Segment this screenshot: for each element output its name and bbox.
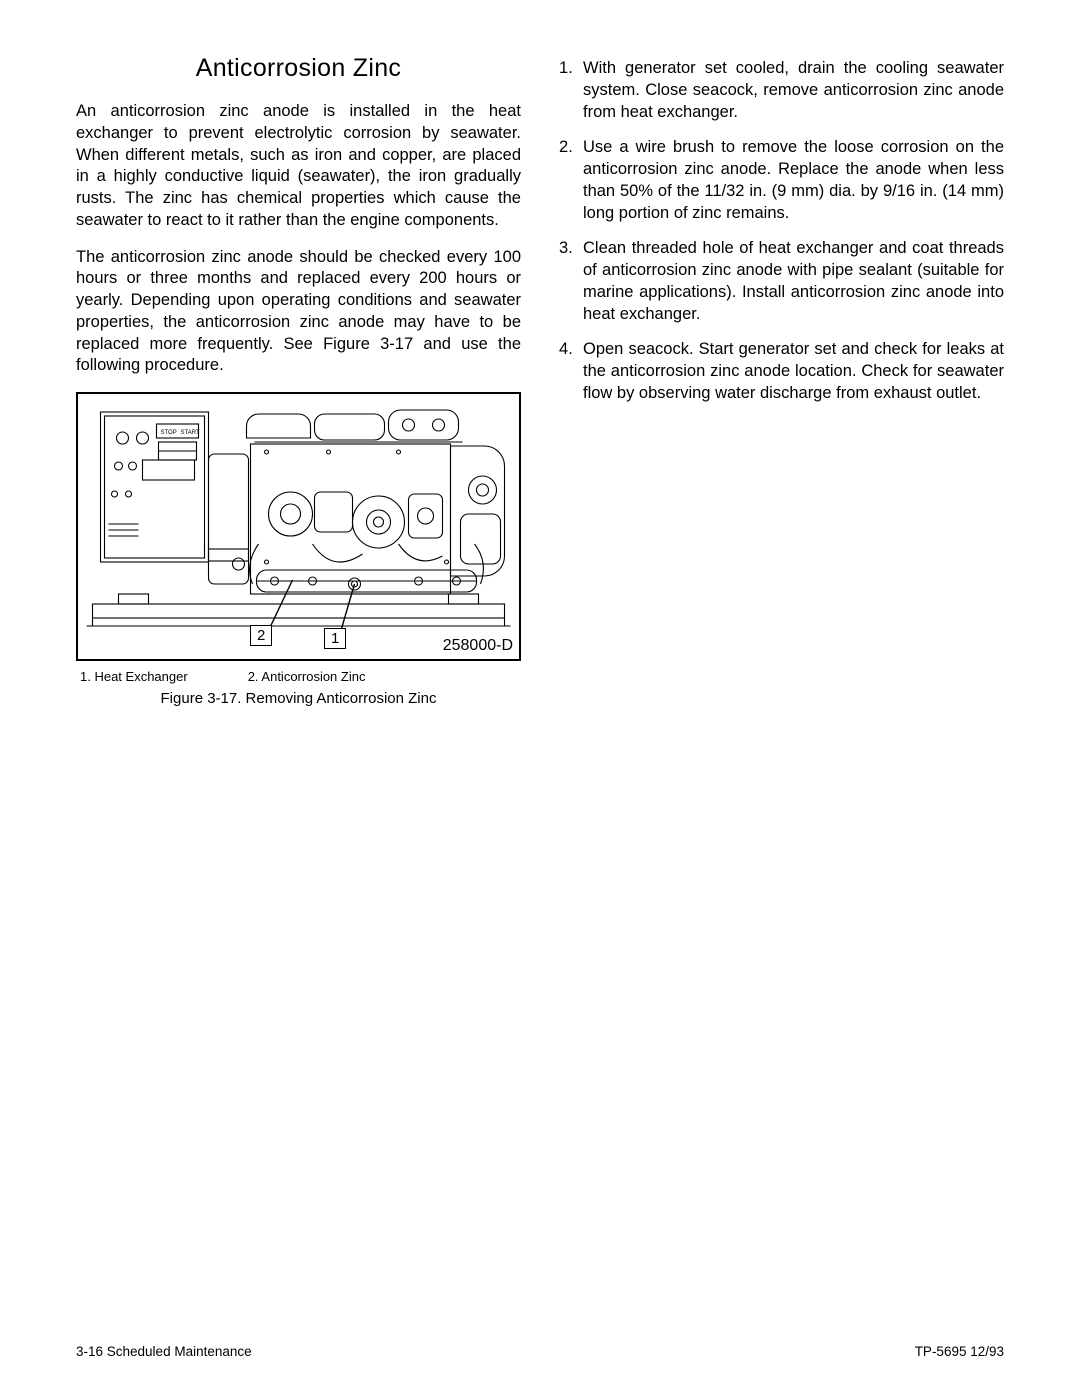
section-title: Anticorrosion Zinc: [76, 54, 521, 83]
paragraph-2: The anticorrosion zinc anode should be c…: [76, 247, 521, 378]
procedure-list: With generator set cooled, drain the coo…: [559, 58, 1004, 405]
figure-box: STOP START 1 2 258000-D: [76, 392, 521, 661]
panel-start-label: START: [181, 430, 200, 436]
callout-2-box: 2: [250, 625, 272, 646]
legend-item-1: 1. Heat Exchanger: [80, 669, 188, 684]
two-column-layout: Anticorrosion Zinc An anticorrosion zinc…: [76, 54, 1004, 707]
panel-stop-label: STOP: [161, 430, 177, 436]
callout-1-box: 1: [324, 628, 346, 649]
figure-legend: 1. Heat Exchanger 2. Anticorrosion Zinc: [80, 669, 517, 684]
column-right: With generator set cooled, drain the coo…: [559, 54, 1004, 707]
step-3: Clean threaded hole of heat exchanger an…: [559, 238, 1004, 325]
column-left: Anticorrosion Zinc An anticorrosion zinc…: [76, 54, 521, 707]
engine-schematic-svg: STOP START: [78, 394, 519, 659]
page-footer: 3-16 Scheduled Maintenance TP-5695 12/93: [76, 1344, 1004, 1359]
paragraph-1: An anticorrosion zinc anode is installed…: [76, 101, 521, 232]
figure-caption: Figure 3-17. Removing Anticorrosion Zinc: [76, 690, 521, 707]
legend-item-2: 2. Anticorrosion Zinc: [248, 669, 366, 684]
step-4: Open seacock. Start generator set and ch…: [559, 339, 1004, 404]
drawing-code: 258000-D: [443, 637, 513, 655]
step-2: Use a wire brush to remove the loose cor…: [559, 137, 1004, 224]
footer-left: 3-16 Scheduled Maintenance: [76, 1344, 252, 1359]
footer-right: TP-5695 12/93: [915, 1344, 1004, 1359]
step-1: With generator set cooled, drain the coo…: [559, 58, 1004, 123]
